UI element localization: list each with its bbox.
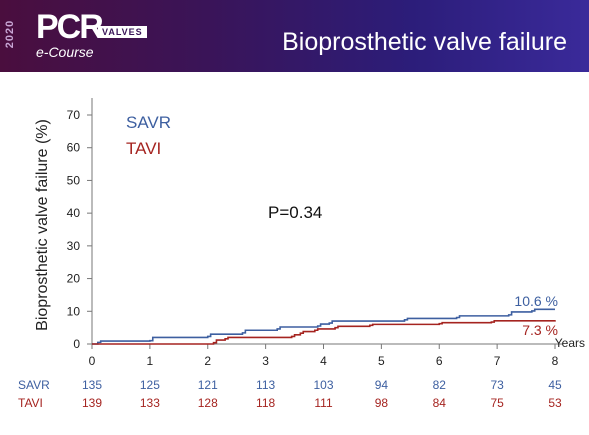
- x-tick-label: 1: [147, 354, 154, 368]
- x-tick-label: 4: [320, 354, 327, 368]
- header-banner: 2020 PCR VALVES e-Course Bioprosthetic v…: [0, 0, 589, 72]
- at-risk-value: 75: [490, 396, 504, 410]
- legend-tavi: TAVI: [126, 139, 161, 158]
- end-label-savr: 10.6 %: [514, 293, 558, 309]
- at-risk-value: 111: [314, 396, 333, 410]
- logo-badge: VALVES: [98, 26, 147, 38]
- x-tick-label: 3: [262, 354, 269, 368]
- pcr-logo: 2020 PCR VALVES e-Course: [4, 6, 160, 64]
- at-risk-value: 82: [433, 378, 447, 392]
- series-line-tavi: [92, 319, 556, 345]
- y-tick-label: 30: [67, 239, 81, 253]
- x-tick-label: 7: [494, 354, 501, 368]
- y-tick-label: 10: [67, 304, 81, 318]
- legend-savr: SAVR: [126, 113, 171, 132]
- y-tick-label: 20: [67, 272, 81, 286]
- end-label-tavi: 7.3 %: [522, 322, 558, 338]
- at-risk-value: 125: [140, 378, 160, 392]
- y-tick-label: 0: [73, 337, 80, 351]
- slide-title: Bioprosthetic valve failure: [282, 28, 567, 56]
- x-tick-label: 2: [204, 354, 211, 368]
- at-risk-value: 73: [490, 378, 504, 392]
- at-risk-value: 45: [548, 378, 562, 392]
- p-value-annotation: P=0.34: [268, 203, 322, 222]
- y-axis-label: Bioprosthetic valve failure (%): [34, 119, 51, 331]
- y-tick-label: 50: [67, 173, 81, 187]
- at-risk-row-label: SAVR: [18, 378, 50, 392]
- at-risk-value: 128: [198, 396, 218, 410]
- at-risk-value: 118: [256, 396, 275, 410]
- at-risk-value: 84: [433, 396, 447, 410]
- x-axis-label: Years: [555, 336, 585, 350]
- x-tick-label: 0: [89, 354, 96, 368]
- at-risk-row-label: TAVI: [18, 396, 43, 410]
- y-tick-label: 40: [67, 206, 81, 220]
- at-risk-value: 103: [313, 378, 333, 392]
- x-tick-label: 6: [436, 354, 443, 368]
- at-risk-value: 121: [198, 378, 218, 392]
- y-tick-label: 60: [67, 141, 81, 155]
- x-tick-label: 8: [552, 354, 559, 368]
- series-line-savr: [92, 308, 555, 345]
- x-tick-label: 5: [378, 354, 385, 368]
- at-risk-value: 113: [256, 378, 275, 392]
- at-risk-value: 139: [82, 396, 102, 410]
- at-risk-value: 94: [375, 378, 389, 392]
- logo-course: e-Course: [36, 44, 94, 60]
- at-risk-value: 133: [140, 396, 160, 410]
- at-risk-value: 53: [548, 396, 562, 410]
- at-risk-value: 135: [82, 378, 102, 392]
- y-tick-label: 70: [67, 108, 81, 122]
- at-risk-value: 98: [375, 396, 389, 410]
- logo-brand: PCR: [36, 8, 104, 46]
